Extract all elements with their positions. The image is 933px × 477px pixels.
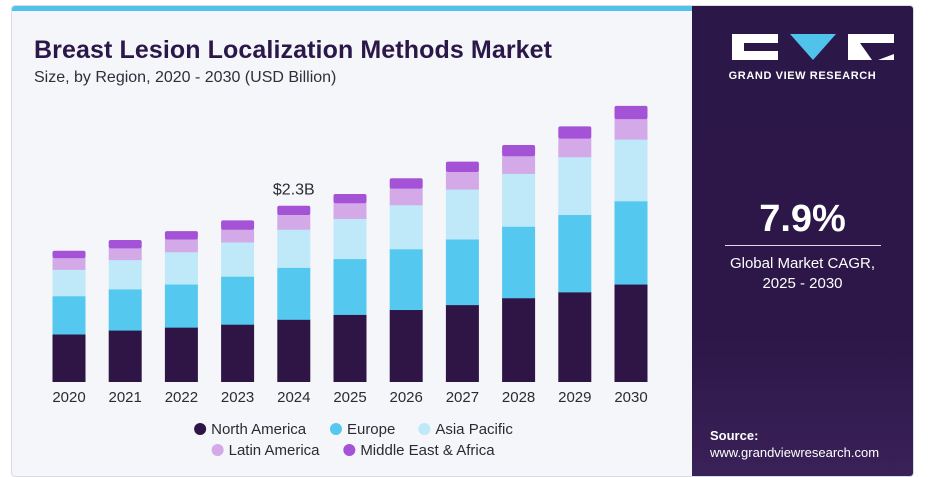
bar-latin-america-2029 bbox=[558, 138, 592, 158]
bar-europe-2020 bbox=[52, 295, 86, 335]
bar-latin-america-2027 bbox=[445, 171, 479, 190]
source-url: www.grandviewresearch.com bbox=[710, 445, 880, 460]
bar-europe-2025 bbox=[333, 258, 367, 315]
x-tick-label: 2030 bbox=[614, 389, 647, 406]
legend-label-middle-east-africa: Middle East & Africa bbox=[360, 442, 495, 459]
bar-latin-america-2022 bbox=[164, 239, 198, 253]
bar-europe-2029 bbox=[558, 214, 592, 293]
bar-latin-america-2020 bbox=[52, 257, 86, 270]
x-tick-label: 2026 bbox=[390, 389, 423, 406]
bar-asia-pacific-2024 bbox=[277, 229, 311, 268]
bar-asia-pacific-2027 bbox=[445, 189, 479, 240]
bar-europe-2023 bbox=[221, 276, 255, 325]
bar-asia-pacific-2023 bbox=[221, 241, 255, 277]
bar-asia-pacific-2030 bbox=[614, 139, 648, 202]
legend-marker-north-america bbox=[194, 423, 207, 435]
cagr-divider bbox=[725, 245, 881, 246]
bar-middle-east-africa-2030 bbox=[614, 105, 648, 120]
bar-latin-america-2030 bbox=[614, 118, 648, 140]
bar-middle-east-africa-2026 bbox=[389, 178, 423, 189]
source-label: Source: bbox=[710, 428, 759, 443]
bar-europe-2022 bbox=[164, 284, 198, 328]
bar-middle-east-africa-2027 bbox=[445, 161, 479, 172]
bar-north-america-2025 bbox=[333, 314, 367, 382]
chart-subtitle: Size, by Region, 2020 - 2030 (USD Billio… bbox=[34, 69, 337, 86]
bar-north-america-2029 bbox=[558, 291, 592, 382]
bar-asia-pacific-2020 bbox=[52, 269, 86, 297]
x-tick-label: 2024 bbox=[277, 389, 310, 406]
bar-asia-pacific-2028 bbox=[502, 173, 536, 227]
bar-latin-america-2026 bbox=[389, 188, 423, 206]
data-label-annotation: $2.3B bbox=[273, 182, 315, 199]
bar-asia-pacific-2029 bbox=[558, 156, 592, 216]
x-tick-label: 2021 bbox=[109, 389, 142, 406]
legend-label-asia-pacific: Asia Pacific bbox=[435, 421, 513, 438]
legend-marker-latin-america bbox=[211, 444, 224, 456]
bar-latin-america-2021 bbox=[108, 247, 142, 261]
bar-middle-east-africa-2021 bbox=[108, 240, 142, 249]
bar-latin-america-2023 bbox=[221, 229, 255, 243]
bar-middle-east-africa-2025 bbox=[333, 193, 367, 204]
sidebar-panel: GRAND VIEW RESEARCH 7.9% Global Market C… bbox=[692, 6, 913, 476]
bar-north-america-2020 bbox=[52, 334, 86, 382]
source-block: Source: www.grandviewresearch.com bbox=[710, 427, 879, 461]
bar-north-america-2022 bbox=[164, 327, 198, 382]
bar-middle-east-africa-2028 bbox=[502, 145, 536, 157]
stacked-bar-chart: 2020 2021 2022 2023 2024 $2.3B 2025 2026 2027 202… bbox=[52, 105, 648, 459]
bar-north-america-2027 bbox=[445, 304, 479, 382]
cagr-label-line1: Global Market CAGR, bbox=[729, 255, 876, 272]
cagr-value: 7.9% bbox=[759, 198, 846, 240]
bar-north-america-2021 bbox=[108, 330, 142, 382]
accent-line bbox=[12, 6, 694, 11]
bar-middle-east-africa-2029 bbox=[558, 126, 592, 139]
x-tick-label: 2027 bbox=[446, 389, 479, 406]
legend-label-north-america: North America bbox=[211, 421, 307, 438]
bar-europe-2026 bbox=[389, 248, 423, 311]
x-tick-label: 2023 bbox=[221, 389, 254, 406]
x-tick-label: 2028 bbox=[502, 389, 535, 406]
bar-north-america-2024 bbox=[277, 319, 311, 382]
x-tick-label: 2029 bbox=[558, 389, 591, 406]
bar-middle-east-africa-2024 bbox=[277, 205, 311, 216]
bar-europe-2030 bbox=[614, 200, 648, 285]
logo-text: GRAND VIEW RESEARCH bbox=[728, 70, 877, 82]
grand-view-research-logo bbox=[732, 34, 894, 60]
bar-latin-america-2028 bbox=[502, 155, 536, 174]
bar-latin-america-2024 bbox=[277, 214, 311, 230]
x-tick-label: 2022 bbox=[165, 389, 198, 406]
cagr-label: Global Market CAGR, 2025 - 2030 bbox=[692, 254, 913, 294]
legend-marker-middle-east-africa bbox=[343, 444, 356, 456]
bar-europe-2021 bbox=[108, 288, 142, 331]
bar-europe-2027 bbox=[445, 239, 479, 306]
bar-north-america-2028 bbox=[502, 297, 536, 382]
bar-middle-east-africa-2023 bbox=[221, 220, 255, 230]
bar-latin-america-2025 bbox=[333, 202, 367, 219]
bar-asia-pacific-2026 bbox=[389, 204, 423, 250]
legend-label-europe: Europe bbox=[347, 421, 395, 438]
bar-europe-2024 bbox=[277, 267, 311, 320]
bar-asia-pacific-2021 bbox=[108, 259, 142, 290]
legend-marker-europe bbox=[329, 423, 342, 435]
chart-card: Breast Lesion Localization Methods Marke… bbox=[11, 5, 914, 477]
cagr-label-line2: 2025 - 2030 bbox=[762, 275, 843, 292]
bar-north-america-2030 bbox=[614, 284, 648, 382]
bar-north-america-2026 bbox=[389, 309, 423, 382]
bar-middle-east-africa-2020 bbox=[52, 250, 86, 259]
bar-asia-pacific-2022 bbox=[164, 251, 198, 285]
x-tick-label: 2025 bbox=[333, 389, 366, 406]
bar-europe-2028 bbox=[502, 226, 536, 299]
legend-marker-asia-pacific bbox=[418, 423, 431, 435]
bar-north-america-2023 bbox=[221, 324, 255, 382]
bar-middle-east-africa-2022 bbox=[164, 231, 198, 240]
x-tick-label: 2020 bbox=[52, 389, 85, 406]
legend-label-latin-america: Latin America bbox=[229, 442, 321, 459]
bar-asia-pacific-2025 bbox=[333, 218, 367, 260]
chart-title: Breast Lesion Localization Methods Marke… bbox=[34, 36, 553, 64]
